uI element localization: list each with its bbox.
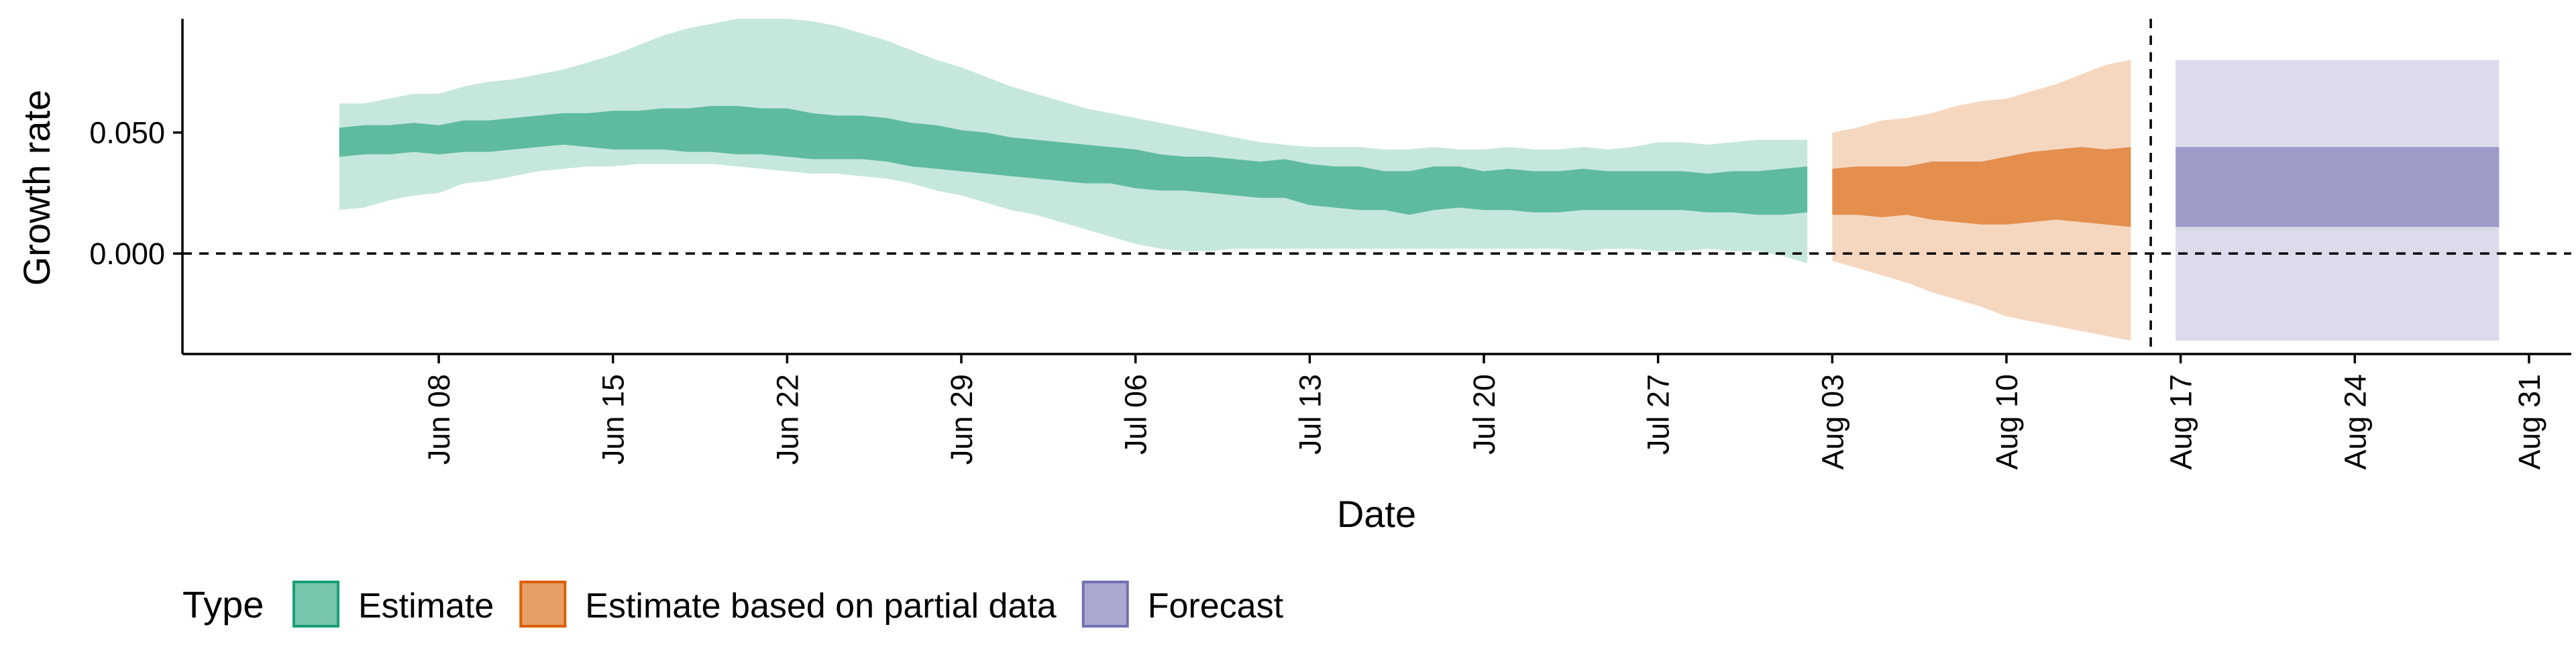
legend-swatch [519, 581, 567, 628]
x-tick-label: Aug 10 [1990, 374, 2024, 470]
x-tick-label: Aug 24 [2338, 374, 2372, 470]
legend-title: Type [182, 583, 264, 626]
legend-swatch [1081, 581, 1129, 628]
bands-layer [339, 19, 2500, 341]
x-tick-label: Jun 15 [596, 374, 631, 465]
y-tick-label: 0.000 [89, 237, 165, 271]
series-estimate-based-on-partial-data-inner-band [1832, 147, 2131, 227]
x-tick-label: Aug 31 [2512, 374, 2546, 470]
series-estimate-inner-band [339, 106, 1808, 215]
legend-label: Estimate [358, 587, 494, 626]
legend-item-forecast: Forecast [1081, 581, 1284, 628]
x-tick-label: Jun 29 [945, 374, 979, 465]
x-tick-label: Jul 20 [1467, 374, 1501, 455]
legend-swatch [292, 581, 339, 628]
series-forecast [2176, 60, 2500, 341]
legend-item-estimate-based-on-partial-data: Estimate based on partial data [519, 581, 1057, 628]
x-tick-label: Jun 08 [422, 374, 456, 465]
y-axis-title: Growth rate [15, 90, 58, 286]
x-tick-label: Aug 17 [2164, 374, 2198, 470]
x-tick-label: Aug 03 [1815, 374, 1849, 470]
legend-item-estimate: Estimate [292, 581, 494, 628]
axes [181, 19, 2571, 355]
x-ticks: Jun 08 Jun 15 Jun 22 Jun 29 Jul 06 Jul 13 Jul … [422, 354, 2546, 470]
series-estimate [339, 19, 1808, 263]
x-axis-title: Date [1337, 493, 1416, 535]
series-estimate-based-on-partial-data [1832, 60, 2131, 341]
x-tick-label: Jul 27 [1642, 374, 1676, 455]
x-tick-label: Jun 22 [770, 374, 804, 465]
legend-label: Estimate based on partial data [585, 587, 1057, 626]
legend: Type Estimate Estimate based on partial d… [182, 581, 1284, 628]
series-forecast-inner-band [2176, 147, 2500, 227]
legend-label: Forecast [1148, 587, 1284, 626]
x-tick-label: Jul 06 [1119, 374, 1153, 455]
reference-lines [182, 19, 2571, 354]
y-tick-label: 0.050 [89, 116, 165, 150]
y-ticks: 0.050 0.000 [89, 116, 182, 271]
x-tick-label: Jul 13 [1293, 374, 1327, 455]
